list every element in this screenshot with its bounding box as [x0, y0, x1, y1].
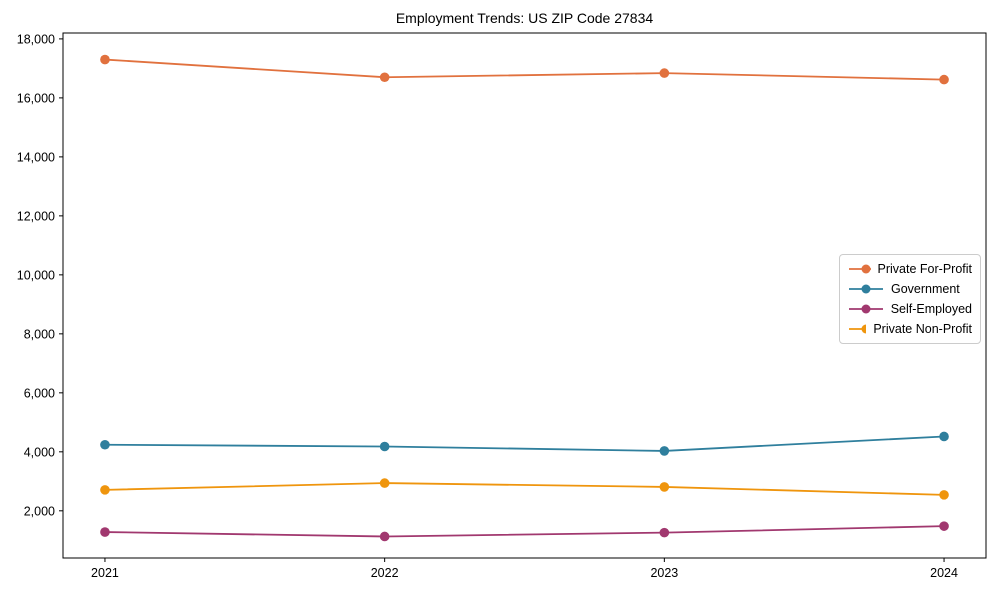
legend-item-government: Government [848, 281, 972, 297]
data-point-private-for-profit [379, 72, 390, 83]
x-tick-label: 2022 [371, 566, 399, 580]
plot-frame [62, 32, 987, 559]
series-line-private-non-profit [104, 482, 945, 496]
data-point-private-for-profit [939, 74, 949, 85]
data-point-private-non-profit [939, 490, 949, 500]
legend-label: Government [891, 282, 960, 296]
legend-line-sample-icon [849, 264, 871, 274]
legend-line-sample-icon [849, 304, 883, 314]
series-line-self-employed [104, 525, 945, 538]
data-point-self-employed [100, 527, 110, 537]
y-tick-label: 2,000 [24, 504, 55, 518]
data-point-private-for-profit [659, 68, 670, 78]
x-tick-label: 2024 [930, 566, 958, 580]
data-point-self-employed [939, 521, 949, 531]
series-line-private-for-profit [104, 58, 945, 81]
series-line-government [104, 435, 945, 452]
y-tick-label: 16,000 [17, 91, 55, 105]
data-point-private-non-profit [100, 485, 110, 495]
data-point-self-employed [659, 527, 670, 538]
y-tick-label: 18,000 [17, 32, 55, 46]
legend-item-self-employed: Self-Employed [848, 301, 972, 317]
legend-label: Private Non-Profit [873, 322, 972, 336]
data-point-private-non-profit [379, 478, 390, 488]
y-tick-label: 14,000 [17, 150, 55, 164]
legend-line-sample-icon [849, 324, 867, 334]
data-point-private-for-profit [100, 54, 110, 65]
y-tick-label: 10,000 [17, 268, 55, 282]
data-point-government [939, 431, 949, 442]
legend-label: Private For-Profit [877, 262, 972, 276]
data-point-private-non-profit [659, 482, 670, 492]
legend-item-private-non-profit: Private Non-Profit [848, 321, 972, 337]
y-tick-label: 4,000 [24, 445, 55, 459]
y-tick-label: 12,000 [17, 209, 55, 223]
y-tick-label: 6,000 [24, 386, 55, 400]
y-tick-label: 8,000 [24, 327, 55, 341]
data-point-government [659, 446, 670, 456]
legend-line-sample-icon [849, 284, 883, 294]
x-tick-label: 2023 [650, 566, 678, 580]
legend-label: Self-Employed [890, 302, 972, 316]
data-point-self-employed [379, 531, 390, 542]
data-point-government [100, 439, 110, 450]
legend: Private For-Profit Government Self-Employe… [839, 254, 981, 344]
data-point-government [379, 441, 390, 452]
chart-title: Employment Trends: US ZIP Code 27834 [395, 10, 654, 26]
x-tick-label: 2021 [91, 566, 119, 580]
legend-item-private-for-profit: Private For-Profit [848, 261, 972, 277]
